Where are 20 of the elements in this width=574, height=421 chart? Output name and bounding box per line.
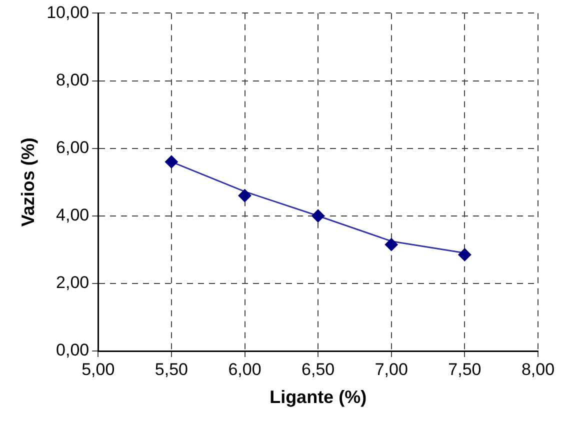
- y-axis-title: Vazios (%): [18, 138, 38, 227]
- x-tick-label: 5,00: [82, 360, 115, 379]
- x-tick-label: 6,50: [302, 360, 335, 379]
- point: [458, 248, 472, 262]
- y-tick-label: 8,00: [56, 70, 90, 90]
- y-tick-label: 10,00: [46, 2, 90, 22]
- x-tick-label: 8,00: [521, 360, 555, 379]
- point: [312, 209, 325, 222]
- x-tick-label: 7,50: [448, 360, 482, 379]
- x-tick-label: 6,00: [228, 360, 262, 379]
- x-axis-title: Ligante (%): [270, 387, 367, 408]
- y-tick-label: 6,00: [56, 138, 90, 158]
- point: [238, 189, 252, 202]
- y-tick-label: 0,00: [56, 340, 90, 360]
- point: [164, 155, 178, 168]
- y-tick-label: 4,00: [56, 206, 90, 225]
- x-tick-label: 7,00: [374, 360, 408, 379]
- point: [384, 238, 398, 252]
- y-tick-label: 2,00: [56, 273, 90, 292]
- x-tick-label: 5,50: [154, 360, 188, 379]
